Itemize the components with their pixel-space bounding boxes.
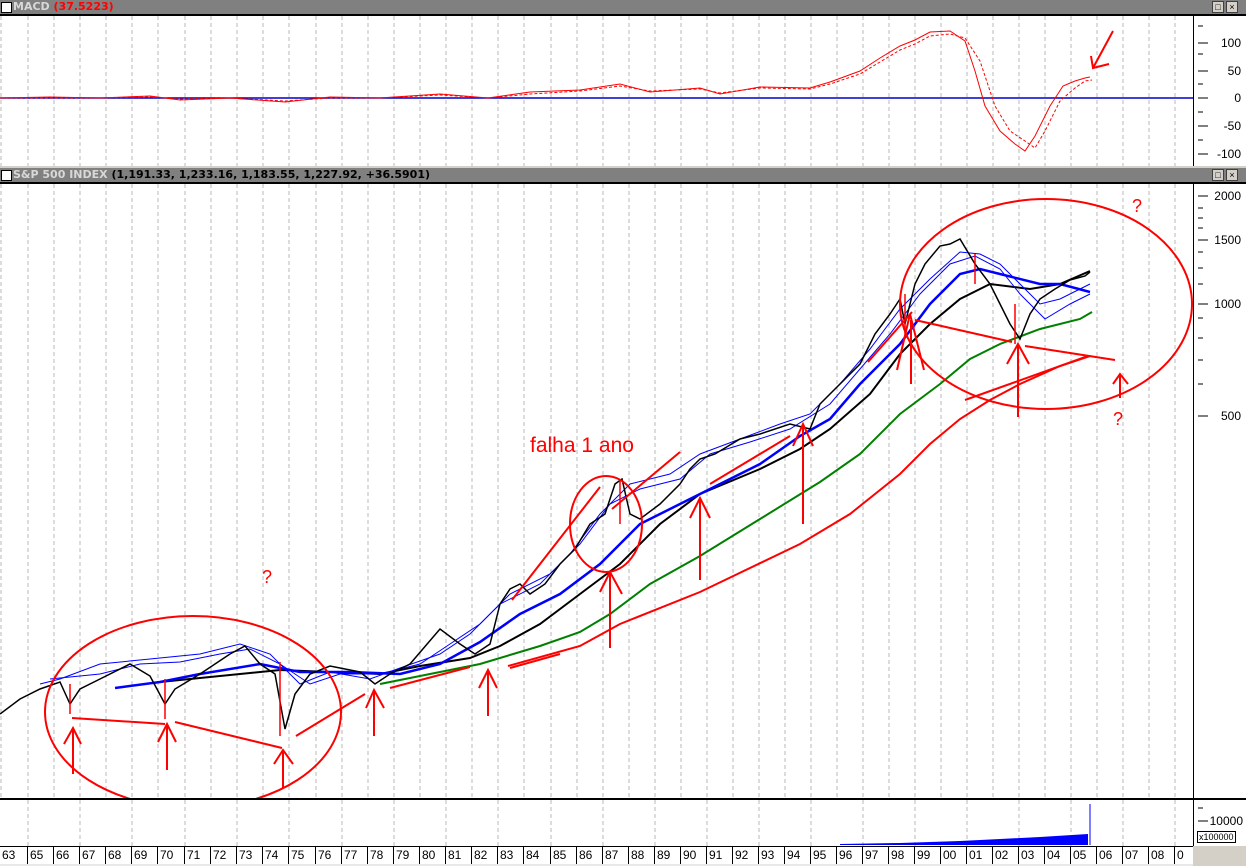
x-label: 81 bbox=[445, 847, 470, 864]
x-label: 97 bbox=[862, 847, 887, 864]
x-label: 66 bbox=[53, 847, 78, 864]
macd-y-tick-neg100: -100 bbox=[1216, 147, 1241, 161]
horizontal-scrollbar[interactable] bbox=[0, 864, 1193, 866]
x-label: 03 bbox=[1018, 847, 1043, 864]
price-title: S&P 500 INDEX (1,191.33, 1,233.16, 1,183… bbox=[13, 168, 430, 182]
close-button[interactable]: × bbox=[1226, 169, 1238, 181]
x-label: 72 bbox=[210, 847, 235, 864]
x-label: 76 bbox=[315, 847, 340, 864]
x-label: 79 bbox=[393, 847, 418, 864]
x-label: 75 bbox=[288, 847, 313, 864]
x-label: 80 bbox=[419, 847, 444, 864]
x-label: 02 bbox=[992, 847, 1017, 864]
price-y-axis: 2000 1500 1000 500 bbox=[1193, 184, 1246, 798]
x-label: 65 bbox=[27, 847, 52, 864]
volume-chart-svg bbox=[27, 800, 1176, 846]
x-label: 01 bbox=[966, 847, 991, 864]
x-label: 07 bbox=[1122, 847, 1147, 864]
annotation-falha-1-ano: falha 1 ano bbox=[530, 434, 634, 457]
x-label: 00 bbox=[940, 847, 965, 864]
x-label: 77 bbox=[341, 847, 366, 864]
price-title-text: S&P 500 INDEX bbox=[13, 168, 108, 181]
close-button[interactable]: × bbox=[1226, 1, 1238, 13]
price-y-tick-500: 500 bbox=[1220, 409, 1241, 423]
price-plot-area[interactable]: falha 1 ano ? ? ? bbox=[0, 184, 1193, 798]
x-label: 04 bbox=[1044, 847, 1069, 864]
price-y-tick-1500: 1500 bbox=[1214, 233, 1241, 247]
macd-plot-area[interactable] bbox=[0, 16, 1193, 166]
annotation-question-left: ? bbox=[262, 567, 273, 587]
annotation-question-top-right: ? bbox=[1132, 196, 1143, 216]
x-label: 84 bbox=[523, 847, 548, 864]
x-label: 69 bbox=[131, 847, 156, 864]
x-label: 82 bbox=[471, 847, 496, 864]
x-label: 91 bbox=[706, 847, 731, 864]
macd-value: (37.5223) bbox=[53, 0, 114, 13]
macd-y-axis: 100 50 0 -50 -100 bbox=[1193, 16, 1246, 166]
x-label: 74 bbox=[262, 847, 287, 864]
macd-title-text: MACD bbox=[13, 0, 50, 13]
macd-y-tick-0: 0 bbox=[1234, 91, 1241, 105]
x-label: 88 bbox=[628, 847, 653, 864]
price-y-tick-2000: 2000 bbox=[1214, 189, 1241, 203]
x-axis: 63 65 66 67 68 69 70 71 72 73 74 75 76 7… bbox=[0, 846, 1193, 865]
volume-y-tick-10000: 10000 bbox=[1209, 814, 1243, 828]
x-label: 87 bbox=[602, 847, 627, 864]
annotation-question-bottom-right: ? bbox=[1113, 409, 1124, 429]
pane-select-checkbox[interactable] bbox=[1, 2, 12, 13]
price-chart-svg bbox=[0, 184, 1193, 798]
x-label: 83 bbox=[497, 847, 522, 864]
x-label: 71 bbox=[184, 847, 209, 864]
x-label: 06 bbox=[1096, 847, 1121, 864]
x-label: 95 bbox=[810, 847, 835, 864]
x-label: 73 bbox=[236, 847, 261, 864]
x-label: 0 bbox=[1174, 847, 1192, 864]
macd-y-tick-100: 100 bbox=[1220, 36, 1241, 50]
maximize-button[interactable]: □ bbox=[1212, 169, 1224, 181]
x-label: 78 bbox=[367, 847, 392, 864]
pane-select-checkbox[interactable] bbox=[1, 170, 12, 181]
x-label: 99 bbox=[914, 847, 939, 864]
x-label: 68 bbox=[105, 847, 130, 864]
x-label: 67 bbox=[79, 847, 104, 864]
x-label: 90 bbox=[680, 847, 705, 864]
volume-plot-area[interactable] bbox=[0, 800, 1193, 846]
macd-pane-header: MACD (37.5223) □ × bbox=[0, 0, 1246, 16]
x-label: 05 bbox=[1070, 847, 1095, 864]
maximize-button[interactable]: □ bbox=[1212, 1, 1224, 13]
x-label: 94 bbox=[784, 847, 809, 864]
volume-unit-label: x100000 bbox=[1197, 831, 1236, 843]
macd-y-tick-neg50: -50 bbox=[1223, 119, 1241, 133]
x-label: 93 bbox=[758, 847, 783, 864]
price-ohlc: (1,191.33, 1,233.16, 1,183.55, 1,227.92,… bbox=[111, 168, 430, 181]
x-label: 85 bbox=[550, 847, 575, 864]
price-y-tick-1000: 1000 bbox=[1214, 297, 1241, 311]
x-label: 92 bbox=[732, 847, 757, 864]
macd-chart-svg bbox=[0, 16, 1193, 166]
x-label: 96 bbox=[836, 847, 861, 864]
x-label: 98 bbox=[888, 847, 913, 864]
x-label: 86 bbox=[576, 847, 601, 864]
x-label: 08 bbox=[1148, 847, 1173, 864]
price-pane-header: S&P 500 INDEX (1,191.33, 1,233.16, 1,183… bbox=[0, 168, 1246, 184]
x-label: 89 bbox=[654, 847, 679, 864]
x-label: 63 bbox=[2, 848, 16, 862]
x-label: 70 bbox=[157, 847, 182, 864]
macd-y-tick-50: 50 bbox=[1227, 64, 1241, 78]
macd-title: MACD (37.5223) bbox=[13, 0, 114, 14]
